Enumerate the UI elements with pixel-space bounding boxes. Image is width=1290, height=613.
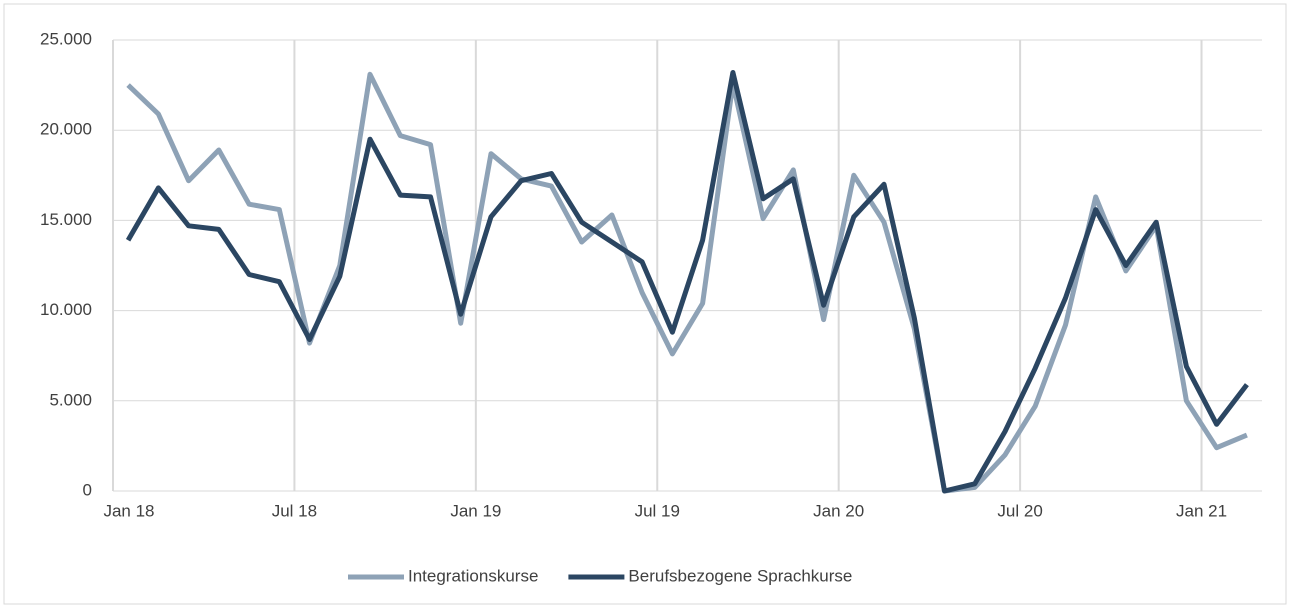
y-tick-label: 25.000 (40, 29, 92, 48)
legend-label: Integrationskurse (408, 566, 538, 585)
x-tick-label: Jan 18 (103, 501, 154, 520)
x-tick-label: Jul 20 (997, 501, 1042, 520)
line-series (125, 70, 1249, 494)
x-tick-label: Jul 18 (272, 501, 317, 520)
y-tick-label: 20.000 (40, 120, 92, 139)
y-tick-label: 5.000 (49, 390, 92, 409)
y-tick-label: 15.000 (40, 210, 92, 229)
x-tick-label: Jan 21 (1176, 501, 1227, 520)
y-tick-label: 0 (83, 480, 92, 499)
x-tick-label: Jan 20 (813, 501, 864, 520)
x-tick-label: Jan 19 (450, 501, 501, 520)
x-tick-label: Jul 19 (635, 501, 680, 520)
y-tick-label: 10.000 (40, 300, 92, 319)
legend-label: Berufsbezogene Sprachkurse (628, 566, 852, 585)
